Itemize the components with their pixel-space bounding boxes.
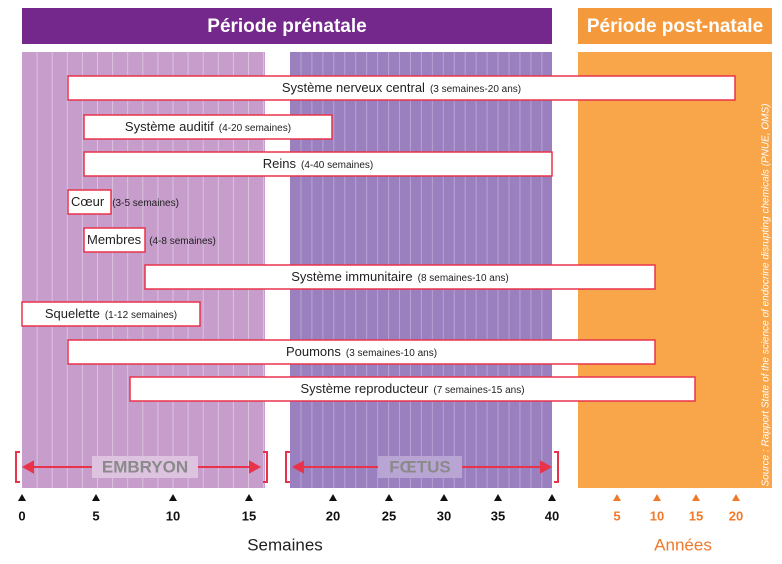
system-name: Système nerveux central [282,80,425,95]
prenatal-title: Période prénatale [207,16,366,37]
system-label: Cœur (3-5 semaines) [71,194,179,209]
system-label: Système reproducteur (7 semaines-15 ans) [300,381,524,396]
year-tick-label: 20 [729,508,743,523]
system-bar [83,114,333,140]
week-tick-label: 25 [382,508,396,523]
year-tick [692,494,700,501]
year-tick-label: 15 [689,508,703,523]
fetus-label-box [378,456,462,478]
system-range: (4-8 semaines) [149,236,216,247]
week-tick [548,494,556,501]
system-range: (3 semaines-10 ans) [346,348,437,359]
system-range: (4-20 semaines) [219,123,291,134]
system-label: Système immunitaire (8 semaines-10 ans) [291,269,509,284]
week-tick [440,494,448,501]
system-range: (8 semaines-10 ans) [418,273,509,284]
system-name: Cœur [71,194,105,209]
system-label: Squelette (1-12 semaines) [45,306,177,321]
week-tick-label: 40 [545,508,559,523]
system-bar [83,151,553,177]
week-tick-label: 20 [326,508,340,523]
system-label: Système nerveux central (3 semaines-20 an… [282,80,521,95]
system-name: Système reproducteur [300,381,429,396]
system-name: Squelette [45,306,100,321]
week-tick [92,494,100,501]
week-tick [329,494,337,501]
year-tick [653,494,661,501]
year-tick-label: 10 [650,508,664,523]
system-label: Système auditif (4-20 semaines) [125,119,291,134]
fetus-label: FŒTUS [389,457,450,476]
year-tick [732,494,740,501]
postnatal-title: Période post-natale [587,16,763,37]
system-bar [67,339,656,365]
system-label: Reins (4-40 semaines) [263,156,374,171]
prenatal-header [22,8,552,44]
year-tick-label: 5 [613,508,620,523]
system-name: Reins [263,156,297,171]
system-bar [21,301,201,327]
week-tick [18,494,26,501]
week-tick-label: 35 [491,508,505,523]
year-tick [613,494,621,501]
week-tick-label: 30 [437,508,451,523]
weeks-axis-title: Semaines [247,535,323,554]
system-bar [129,376,696,402]
system-bar [144,264,656,290]
system-bar [67,189,112,215]
postnatal-header [578,8,772,44]
system-range: (4-40 semaines) [301,160,373,171]
system-label: Membres (4-8 semaines) [87,232,216,247]
system-label: Poumons (3 semaines-10 ans) [286,344,437,359]
system-name: Système auditif [125,119,214,134]
system-range: (7 semaines-15 ans) [433,385,524,396]
week-tick-label: 10 [166,508,180,523]
system-name: Poumons [286,344,341,359]
week-tick [169,494,177,501]
week-tick [385,494,393,501]
source-note: Source : Rapport State of the science of… [761,104,772,487]
week-tick-label: 0 [18,508,25,523]
week-tick-label: 5 [92,508,99,523]
system-bar [83,227,146,253]
years-axis-title: Années [654,535,712,554]
week-tick [245,494,253,501]
embryo-label-box [92,456,198,478]
system-range: (3-5 semaines) [112,198,179,209]
embryo-label: EMBRYON [102,457,188,476]
week-tick [494,494,502,501]
week-tick-label: 15 [242,508,256,523]
system-name: Système immunitaire [291,269,412,284]
system-name: Membres [87,232,142,247]
system-range: (1-12 semaines) [105,310,177,321]
system-range: (3 semaines-20 ans) [430,84,521,95]
system-bar [67,75,736,101]
